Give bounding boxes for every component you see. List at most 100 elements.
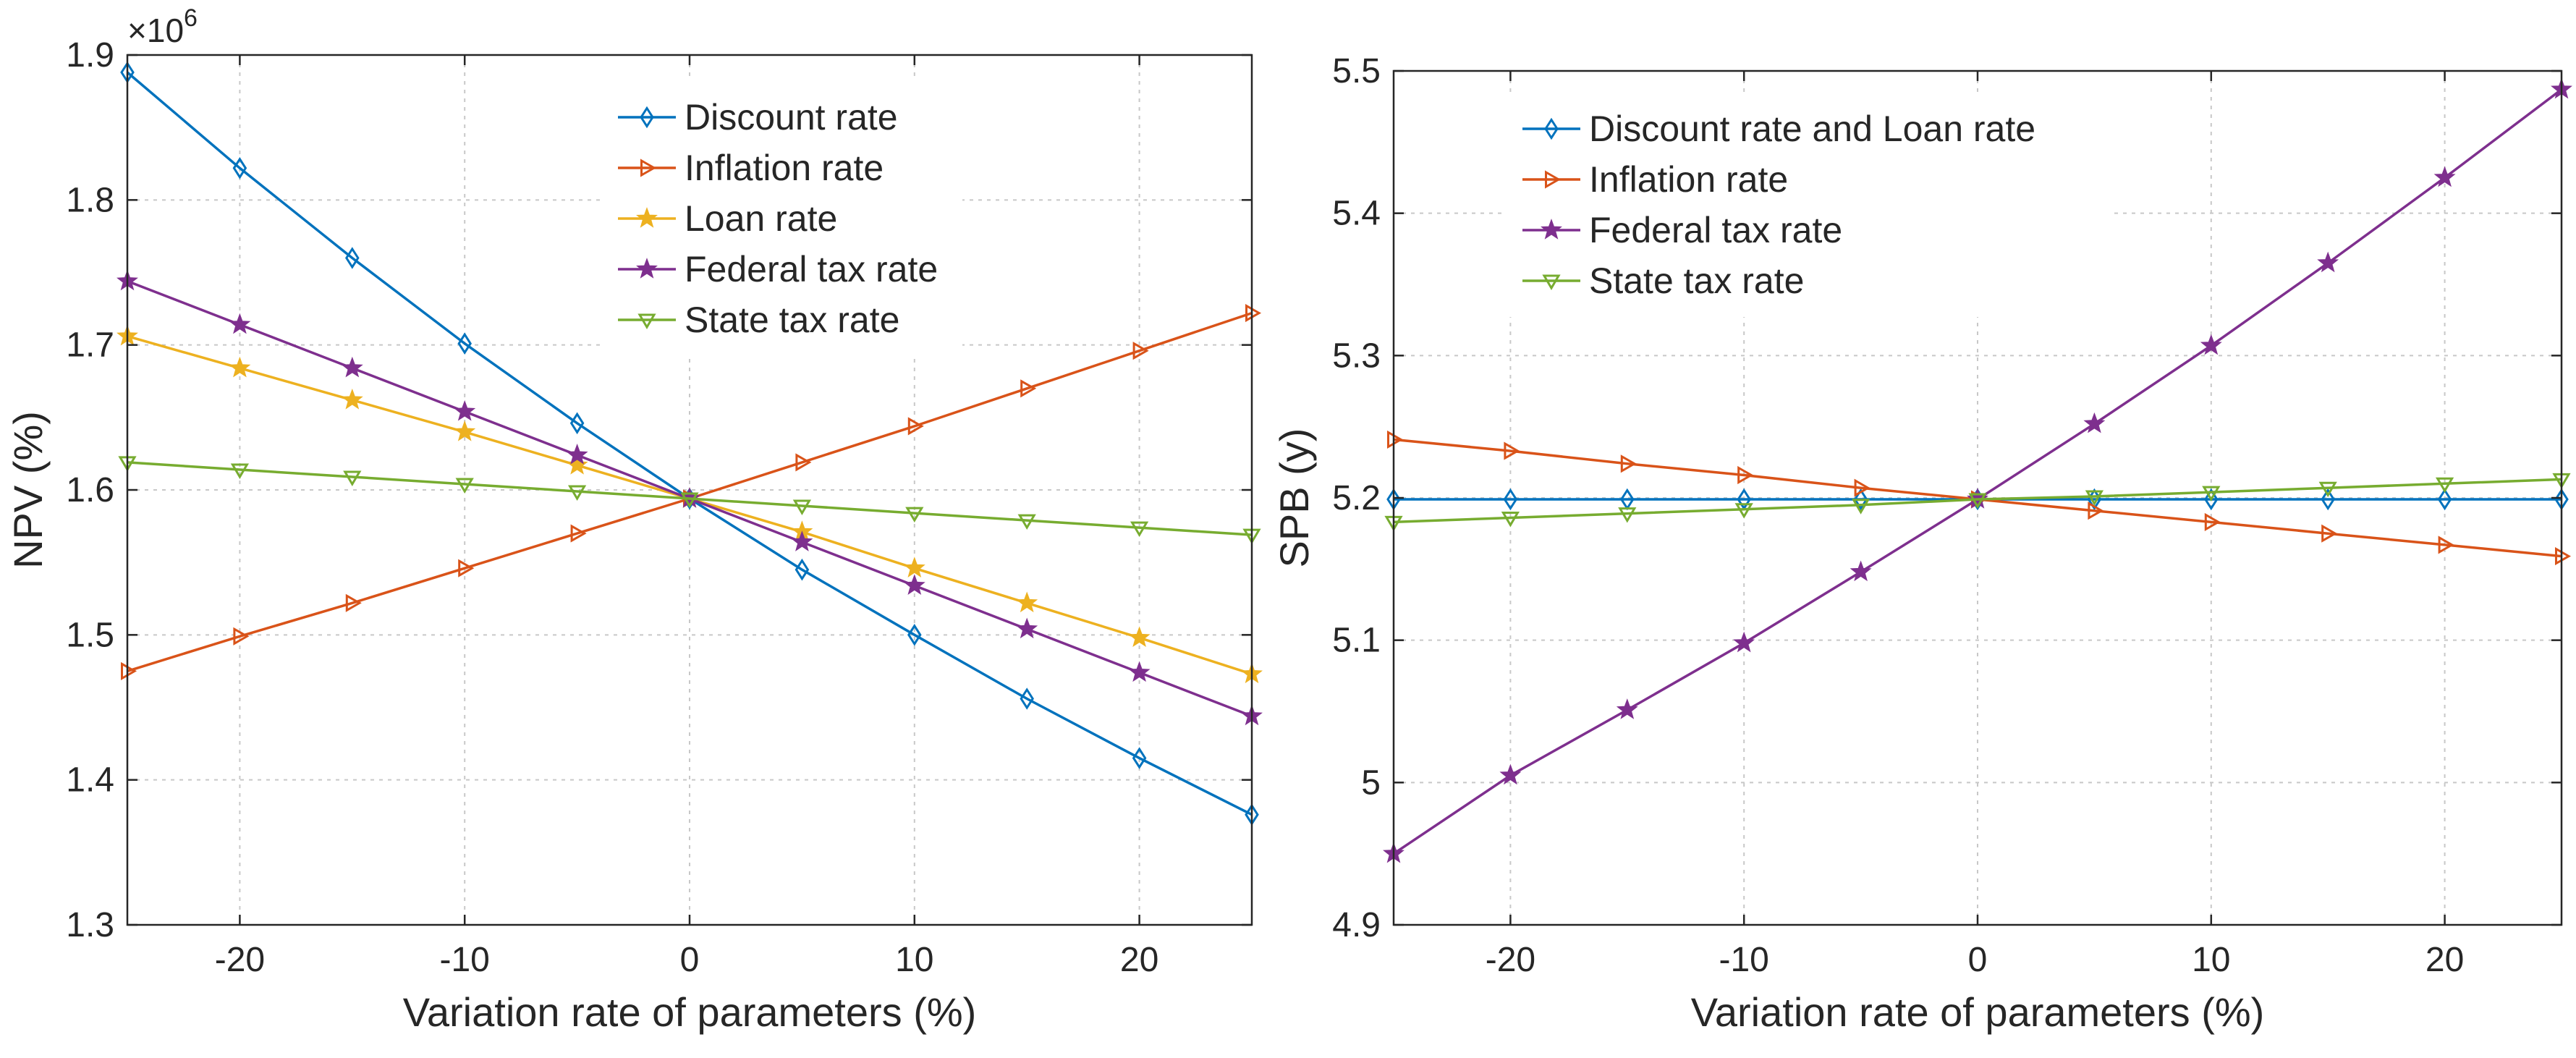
legend-item: Loan rate	[618, 198, 837, 239]
x-tick-label: -20	[1486, 941, 1535, 979]
legend-item: Discount rate	[618, 97, 898, 137]
legend-marker	[640, 158, 657, 177]
data-point	[2433, 166, 2456, 187]
data-point	[1132, 747, 1147, 769]
data-point	[233, 627, 250, 646]
data-point	[907, 417, 924, 436]
x-tick-label: -10	[440, 941, 490, 979]
data-point	[341, 388, 363, 410]
legend-item: Inflation rate	[1522, 159, 1788, 200]
data-point	[458, 559, 475, 577]
data-point	[791, 530, 813, 551]
data-point	[570, 524, 587, 543]
data-point	[795, 453, 812, 472]
legend-marker	[1544, 117, 1559, 140]
data-point	[903, 556, 925, 577]
y-tick-label: 4.9	[1332, 906, 1381, 944]
series-4	[1384, 473, 2571, 532]
data-point	[1130, 521, 1149, 538]
data-point	[2321, 488, 2335, 511]
data-point	[1020, 687, 1034, 710]
legend-item: State tax rate	[618, 300, 899, 340]
y-tick-label: 1.6	[66, 471, 114, 509]
legend-box	[1505, 93, 2113, 317]
legend: Discount rate Inflation rate Loan rate Fede…	[601, 81, 962, 356]
data-point	[457, 332, 472, 355]
data-point	[1499, 763, 1522, 785]
legend-marker	[637, 313, 656, 329]
x-axis-label: Variation rate of parameters (%)	[1691, 989, 2265, 1035]
data-point	[1737, 465, 1754, 485]
data-point	[2317, 251, 2339, 273]
data-point	[2204, 512, 2221, 531]
data-point	[2088, 502, 2104, 520]
data-point	[1618, 507, 1637, 523]
data-point	[1016, 617, 1038, 639]
legend-label: State tax rate	[1589, 261, 1804, 301]
y-multiplier-exponent: 6	[184, 4, 198, 32]
data-point	[2318, 481, 2337, 498]
y-tick-label: 1.7	[66, 326, 114, 365]
data-point	[1734, 503, 1753, 519]
y-axis-label: NPV (%)	[5, 411, 51, 569]
y-tick-label: 5.4	[1332, 195, 1381, 233]
data-point	[2200, 334, 2222, 355]
y-tick-label: 1.4	[66, 761, 114, 800]
data-point	[2321, 524, 2338, 543]
data-point	[567, 485, 587, 501]
x-tick-label: 10	[2192, 941, 2230, 979]
data-point	[2438, 536, 2454, 554]
legend-marker	[1545, 170, 1562, 189]
legend-label: Federal tax rate	[1589, 210, 1842, 250]
data-point	[795, 558, 810, 581]
data-point	[792, 499, 812, 515]
data-point	[1017, 514, 1036, 530]
data-point	[454, 399, 476, 421]
y-tick-label: 1.3	[66, 906, 114, 944]
legend-item: Inflation rate	[618, 148, 884, 188]
data-point	[903, 574, 925, 595]
chart-panel-1: -20 -10 0 10 20 1.3 1.4 1.5 1.6 1.7 1.8 1.9 Variatio…	[5, 4, 1263, 1035]
y-tick-label: 5	[1361, 763, 1381, 802]
legend-marker	[1542, 274, 1561, 290]
data-point	[2085, 490, 2104, 506]
x-tick-label: 20	[1120, 941, 1158, 979]
x-tick-label: 20	[2425, 941, 2464, 979]
data-point	[2204, 488, 2219, 511]
data-point	[1128, 626, 1151, 648]
legend-marker	[636, 258, 658, 279]
data-point	[2435, 477, 2454, 494]
legend-marker	[636, 207, 658, 228]
legend-marker	[640, 106, 654, 129]
data-point	[569, 412, 585, 435]
data-point	[566, 444, 588, 465]
x-tick-label: -10	[1719, 941, 1769, 979]
y-multiplier: ×106	[127, 4, 198, 49]
data-point	[1851, 499, 1870, 515]
data-point	[341, 356, 363, 378]
data-point	[907, 624, 922, 646]
data-point	[455, 478, 474, 494]
legend-label: Discount rate and Loan rate	[1589, 109, 2035, 149]
data-point	[229, 356, 251, 378]
data-point	[905, 507, 924, 523]
data-point	[680, 492, 699, 508]
data-point	[2083, 412, 2106, 433]
y-tick-label: 1.8	[66, 181, 114, 219]
y-tick-label: 5.2	[1332, 479, 1381, 517]
data-point	[454, 420, 476, 441]
legend-label: State tax rate	[685, 300, 899, 340]
legend-item: Federal tax rate	[618, 249, 938, 289]
data-point	[1850, 560, 1872, 582]
legend-item: State tax rate	[1522, 261, 1804, 301]
series-line	[127, 461, 1253, 536]
data-point	[1853, 488, 1868, 511]
legend-label: Inflation rate	[1589, 159, 1788, 200]
data-point	[1501, 512, 1520, 528]
y-axis-label: SPB (y)	[1271, 428, 1317, 568]
x-tick-label: 0	[1968, 941, 1988, 979]
series-line	[1393, 478, 2562, 524]
x-axis-label: Variation rate of parameters (%)	[403, 989, 977, 1035]
x-tick-label: -20	[215, 941, 265, 979]
legend-item: Federal tax rate	[1522, 210, 1842, 250]
